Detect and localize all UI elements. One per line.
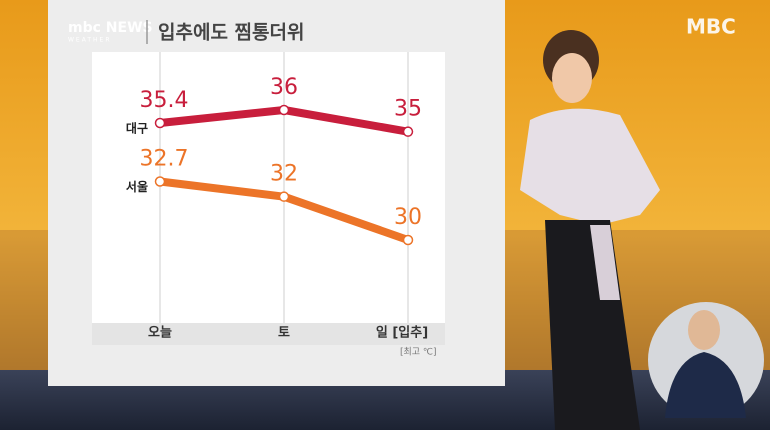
value-label: 30 [394,205,422,230]
value-label: 35 [394,97,422,122]
point [402,234,414,246]
title: 입추에도 찜통더위 [158,22,304,44]
x-axis-band [92,323,445,345]
sign-inset [648,302,764,418]
x-tick-label: 오늘 [148,326,172,341]
point [154,117,166,129]
value-label: 32.7 [140,147,189,172]
point [278,191,290,202]
unit-note: [최고 ℃] [400,347,437,358]
plot-area [92,52,445,323]
logo: mbc NEWS [68,20,153,36]
series-label: 서울 [126,179,148,194]
x-tick-label: 토 [278,326,290,341]
value-label: 32 [270,162,298,187]
value-label: 36 [270,75,298,100]
channel-logo: MBC [686,15,736,39]
x-tick-label: 일 [입추] [376,325,428,341]
point [154,176,166,187]
presenter [520,30,660,430]
point [402,126,414,137]
point [278,104,290,116]
series-label: 대구 [126,122,148,136]
logo-sub: WEATHER [68,37,112,44]
value-label: 35.4 [140,88,189,113]
